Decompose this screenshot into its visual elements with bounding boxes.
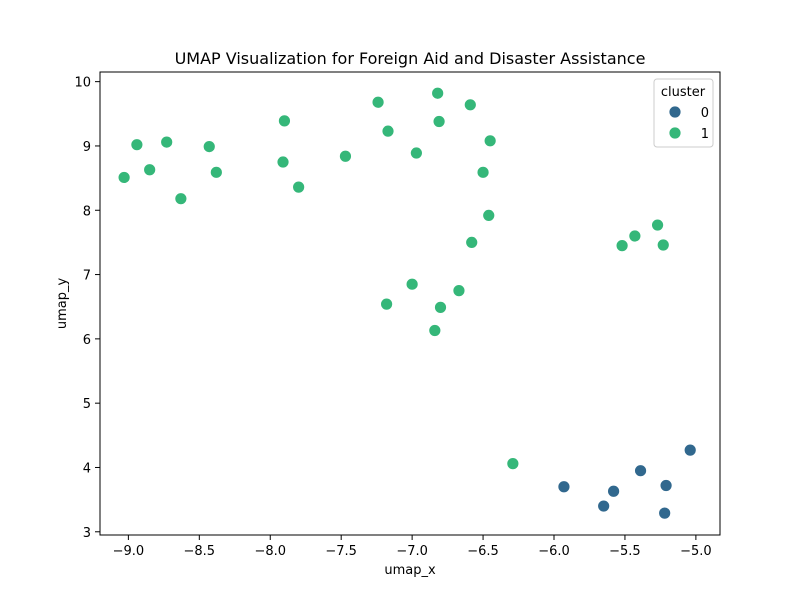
y-tick-label: 10: [74, 76, 91, 91]
data-point-cluster-1: [276, 155, 290, 169]
y-tick-label: 4: [83, 461, 91, 476]
data-point-cluster-1: [339, 149, 352, 163]
legend-entries: 01: [668, 105, 709, 142]
x-axis: −9.0 −8.5 −8.0 −7.5 −7.0 −6.5 −6.0 −5.5 −5.0: [113, 535, 712, 559]
data-point-cluster-1: [278, 114, 291, 128]
y-tick-label: 5: [83, 397, 91, 412]
data-point-cluster-1: [371, 95, 385, 109]
data-point-cluster-1: [428, 324, 442, 337]
data-point-cluster-1: [476, 165, 490, 179]
x-axis-label: umap_x: [384, 563, 436, 578]
data-point-cluster-0: [634, 464, 647, 478]
x-tick-label: −5.5: [609, 544, 641, 559]
data-point-cluster-1: [628, 229, 642, 243]
data-point-cluster-1: [292, 180, 306, 194]
data-point-cluster-1: [651, 218, 664, 232]
data-point-cluster-1: [463, 98, 477, 112]
legend-marker-cluster-0: [668, 105, 682, 119]
data-point-cluster-1: [160, 135, 174, 149]
data-point-cluster-1: [483, 134, 497, 148]
x-tick-label: −8.5: [184, 544, 216, 559]
data-point-cluster-1: [615, 239, 629, 253]
data-point-cluster-1: [434, 300, 447, 314]
y-tick-label: 3: [83, 526, 91, 541]
legend-marker-cluster-1: [668, 126, 682, 140]
x-tick-label: −7.0: [396, 544, 428, 559]
legend-label-cluster-1: 1: [701, 127, 709, 142]
x-tick-label: −6.5: [467, 544, 499, 559]
x-tick-label: −8.0: [254, 544, 286, 559]
y-tick-label: 6: [83, 333, 91, 348]
data-point-cluster-0: [658, 506, 672, 520]
x-tick-label: −7.5: [325, 544, 357, 559]
x-tick-label: −5.0: [680, 544, 712, 559]
data-point-cluster-0: [607, 484, 620, 498]
data-point-cluster-1: [405, 277, 419, 291]
data-point-cluster-1: [432, 115, 446, 128]
data-point-cluster-1: [380, 297, 393, 311]
y-tick-label: 9: [83, 140, 91, 155]
data-point-cluster-0: [597, 499, 611, 513]
chart-title: UMAP Visualization for Foreign Aid and D…: [175, 49, 646, 68]
data-point-cluster-1: [465, 236, 479, 249]
y-tick-label: 7: [83, 269, 91, 284]
data-point-cluster-1: [117, 171, 131, 184]
legend: cluster 01: [653, 78, 714, 148]
data-point-cluster-1: [431, 86, 445, 100]
legend-box: [653, 78, 714, 148]
data-point-cluster-1: [202, 140, 216, 153]
x-tick-label: −6.0: [538, 544, 570, 559]
points-layer: [117, 86, 697, 520]
data-point-cluster-1: [174, 192, 188, 206]
data-point-cluster-0: [683, 443, 697, 457]
data-point-cluster-1: [143, 163, 157, 177]
data-point-cluster-1: [656, 238, 670, 252]
x-tick-label: −9.0: [113, 544, 145, 559]
plot-frame: [99, 71, 721, 536]
data-point-cluster-1: [452, 284, 466, 298]
data-point-cluster-1: [506, 457, 520, 471]
data-point-cluster-1: [130, 138, 144, 152]
data-point-cluster-1: [482, 209, 496, 222]
data-point-cluster-0: [659, 479, 673, 492]
legend-title: cluster: [661, 85, 706, 100]
y-tick-label: 8: [83, 204, 91, 219]
data-point-cluster-1: [209, 165, 223, 179]
legend-label-cluster-0: 0: [701, 106, 709, 121]
data-point-cluster-1: [409, 146, 423, 160]
y-axis: 3 4 5 6 7 8 9 10: [74, 76, 100, 541]
data-point-cluster-0: [557, 480, 571, 494]
y-axis-label: umap_y: [55, 278, 70, 330]
data-point-cluster-1: [381, 124, 395, 138]
